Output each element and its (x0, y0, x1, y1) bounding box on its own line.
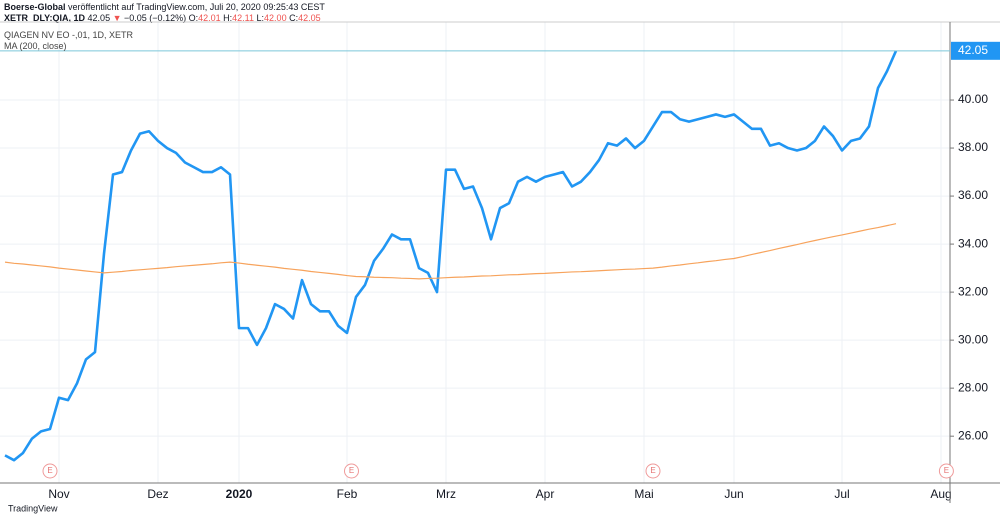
publish-line: Boerse-Global veröffentlicht auf Trading… (4, 2, 325, 12)
legend-price: QIAGEN NV EO -,01, 1D, XETR (4, 30, 134, 40)
x-tick-label: Feb (337, 487, 358, 501)
footer-brand: TradingView (8, 503, 58, 513)
ohlc-label: H: (223, 13, 233, 23)
arrow: ▼ (112, 13, 122, 23)
last-price-label: 42.05 (958, 43, 988, 57)
price-line (4, 50, 898, 462)
x-tick-label: Jul (834, 487, 849, 501)
y-tick-label: 38.00 (958, 140, 988, 154)
ohlc-value: 42.05 (298, 13, 321, 23)
x-tick-label: Apr (536, 487, 555, 501)
symbol: XETR_DLY:QIA, 1D (4, 13, 86, 23)
ohlc: O:42.01 H:42.11 L:42.00 C:42.05 (189, 13, 321, 23)
last-price-box (951, 41, 1000, 60)
y-tick-label: 32.00 (958, 284, 988, 298)
event-icon (42, 463, 58, 479)
event-label: E (47, 466, 52, 475)
ohlc-value: 42.01 (198, 13, 221, 23)
event-icon (344, 463, 359, 479)
ohlc-value: 42.11 (232, 13, 255, 23)
symbol-line: XETR_DLY:QIA, 1D 42.05 ▼ −0.05 (−0.12%) … (4, 13, 321, 23)
y-tick-label: 30.00 (958, 332, 988, 346)
x-tick-label: Mrz (436, 487, 456, 501)
ohlc-label: O: (188, 13, 199, 23)
ohlc-value: 42.00 (264, 13, 287, 23)
change: −0.05 (−0.12%) (124, 13, 187, 23)
x-tick-label: Nov (48, 487, 69, 501)
y-tick-label: 28.00 (958, 380, 988, 394)
y-tick-label: 26.00 (958, 428, 988, 442)
x-tick-label: Jun (724, 487, 743, 501)
ohlc-label: C: (289, 13, 299, 23)
x-tick-label: Dez (147, 487, 168, 501)
y-tick-label: 34.00 (958, 236, 988, 250)
x-tick-label: Aug (930, 487, 951, 501)
legend-ma: MA (200, close) (4, 41, 67, 51)
event-label: E (650, 466, 655, 475)
event-icon (645, 463, 661, 479)
event-label: E (349, 466, 354, 475)
event-label: E (944, 466, 949, 475)
event-icon (938, 463, 954, 479)
y-tick-label: 36.00 (958, 188, 988, 202)
published: veröffentlicht auf TradingView.com, Juli… (68, 2, 325, 12)
x-tick-label: Mai (634, 487, 653, 501)
y-tick-label: 40.00 (958, 92, 988, 106)
ohlc-label: L: (256, 13, 265, 23)
ma-line (4, 223, 897, 280)
x-tick-label: 2020 (226, 487, 253, 501)
last: 42.05 (87, 13, 111, 23)
publisher: Boerse-Global (4, 2, 66, 12)
